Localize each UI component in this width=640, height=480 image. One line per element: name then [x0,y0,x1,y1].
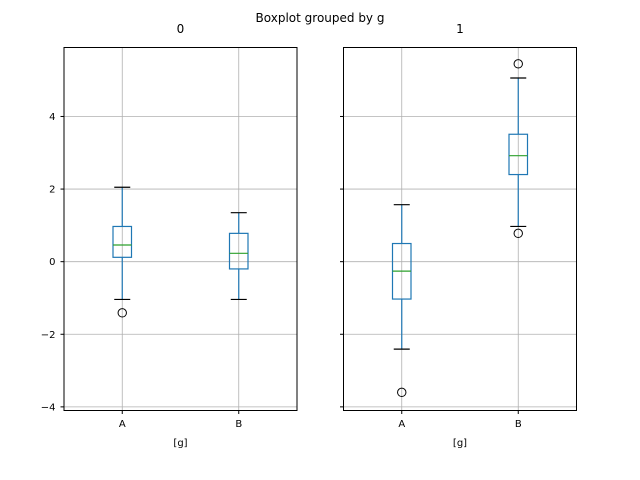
y-tick-label: −4 [41,402,56,413]
iqr-box [508,133,529,176]
x-tick-label: A [119,419,126,430]
outlier-point [513,59,523,69]
iqr-box [228,232,249,270]
subplot-title: 1 [456,22,464,36]
x-axis-label: [g] [453,438,467,449]
boxplot-0-B [228,212,249,301]
outlier-point [117,308,127,318]
x-tick-label: A [398,419,405,430]
iqr-box [112,225,133,258]
y-tick-label: 2 [49,185,55,196]
boxplot-0-A [112,186,133,318]
outlier-point [397,387,407,398]
y-tick-label: −2 [41,330,56,341]
axes-frame [63,47,298,411]
x-tick-label: B [515,419,522,430]
y-tick-label: 0 [49,257,55,268]
subplot-1: A B 1 [g] [340,22,577,449]
subplot-title: 0 [177,22,185,36]
x-axis-label: [g] [173,438,187,449]
y-tick-label: 4 [49,112,55,123]
figure-title: Boxplot grouped by g [256,11,385,25]
boxplot-1-A [391,204,412,398]
x-tick-label: B [235,419,242,430]
subplot-0: −4 −2 0 2 4 A B 0 [g] [41,22,298,449]
subplots-group: −4 −2 0 2 4 A B 0 [g] A B 1 [g] [41,22,577,449]
boxplot-1-B [508,59,529,239]
axes-frame [343,47,577,411]
outlier-point [513,228,523,239]
